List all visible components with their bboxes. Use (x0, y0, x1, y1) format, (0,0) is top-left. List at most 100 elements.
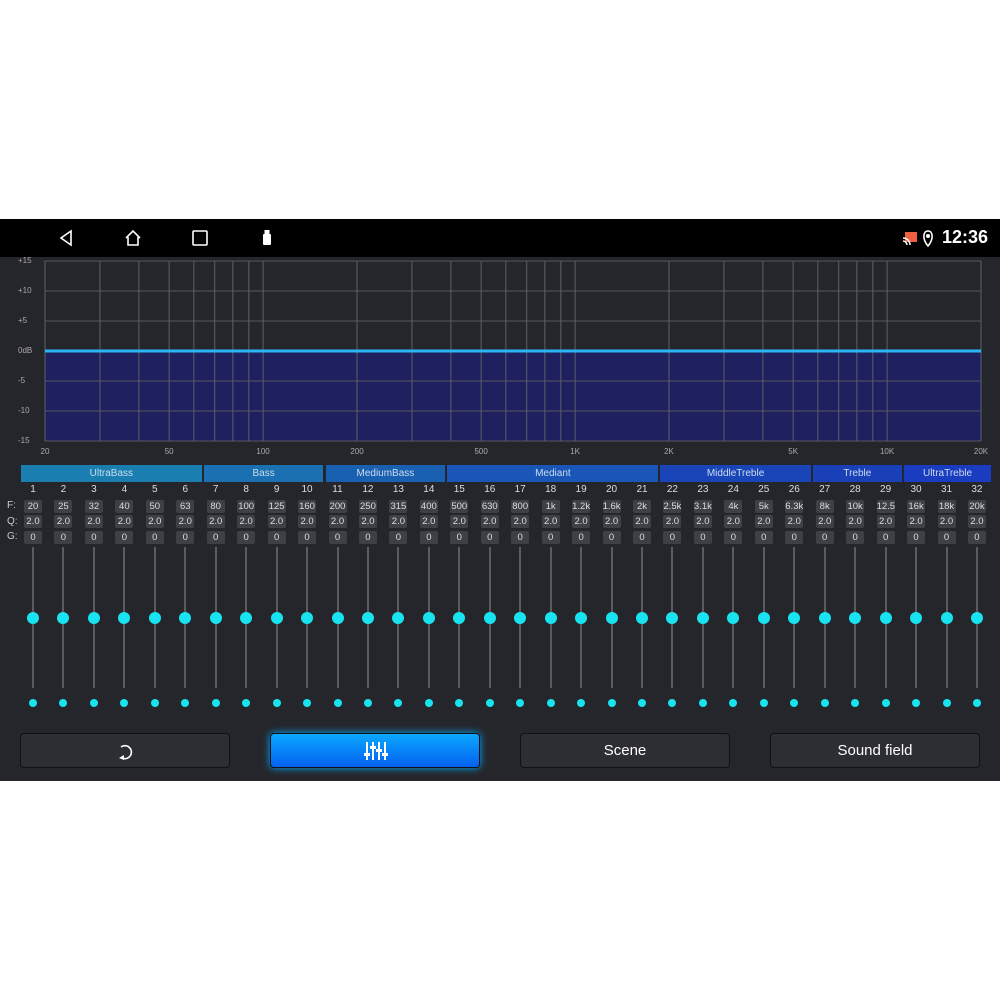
band-dot[interactable] (790, 699, 799, 707)
q-field[interactable]: 2.0 (876, 515, 895, 528)
gain-field[interactable]: 0 (663, 531, 682, 544)
gain-field[interactable]: 0 (876, 531, 895, 544)
back-icon[interactable] (56, 228, 76, 248)
band-dot[interactable] (546, 699, 555, 707)
band-dot[interactable] (424, 699, 433, 707)
frequency-field[interactable]: 20k (967, 500, 986, 513)
band-dot[interactable] (120, 699, 129, 707)
slider-knob[interactable] (940, 611, 953, 624)
gain-field[interactable]: 0 (328, 531, 347, 544)
frequency-field[interactable]: 2k (633, 500, 651, 513)
slider-knob[interactable] (910, 611, 923, 624)
frequency-field[interactable]: 5k (754, 500, 773, 513)
q-field[interactable]: 2.0 (419, 515, 438, 528)
band-group-middletreble[interactable]: MiddleTreble (660, 465, 811, 482)
q-field[interactable]: 2.0 (907, 515, 926, 528)
gain-field[interactable]: 0 (206, 531, 225, 544)
reset-button[interactable] (20, 733, 230, 768)
gain-field[interactable]: 0 (693, 531, 712, 544)
frequency-field[interactable]: 2.5k (663, 500, 682, 513)
frequency-field[interactable]: 8k (815, 500, 834, 513)
gain-field[interactable]: 0 (724, 531, 743, 544)
q-field[interactable]: 2.0 (54, 515, 73, 528)
gain-field[interactable]: 0 (572, 531, 591, 544)
recents-icon[interactable] (190, 228, 210, 248)
frequency-field[interactable]: 80 (206, 500, 225, 513)
q-field[interactable]: 2.0 (145, 515, 164, 528)
slider-knob[interactable] (666, 611, 679, 624)
slider-knob[interactable] (636, 611, 648, 624)
band-dot[interactable] (333, 699, 342, 707)
band-group-ultrabass[interactable]: UltraBass (21, 465, 202, 482)
q-field[interactable]: 2.0 (24, 515, 42, 528)
frequency-field[interactable]: 1k (541, 500, 560, 513)
band-dot[interactable] (272, 699, 281, 707)
gain-field[interactable]: 0 (967, 531, 986, 544)
frequency-field[interactable]: 12.5 (876, 500, 896, 513)
band-group-treble[interactable]: Treble (812, 465, 903, 482)
slider-knob[interactable] (727, 611, 740, 624)
band-dot[interactable] (485, 699, 494, 707)
q-field[interactable]: 2.0 (724, 515, 743, 528)
q-field[interactable]: 2.0 (298, 515, 317, 528)
q-field[interactable]: 2.0 (663, 515, 682, 528)
slider-knob[interactable] (453, 611, 466, 624)
frequency-field[interactable]: 125 (267, 500, 286, 513)
band-dot[interactable] (577, 699, 586, 707)
q-field[interactable]: 2.0 (115, 515, 134, 528)
band-dot[interactable] (668, 699, 677, 707)
band-dot[interactable] (698, 699, 707, 707)
slider-knob[interactable] (757, 611, 770, 624)
frequency-field[interactable]: 250 (358, 500, 377, 513)
frequency-field[interactable]: 50 (145, 500, 164, 513)
band-dot[interactable] (394, 699, 403, 707)
band-dot[interactable] (181, 699, 190, 707)
slider-knob[interactable] (148, 611, 161, 624)
band-dot[interactable] (820, 699, 829, 707)
slider-knob[interactable] (118, 611, 131, 624)
slider-knob[interactable] (392, 611, 405, 624)
gain-field[interactable]: 0 (298, 531, 317, 544)
band-dot[interactable] (942, 699, 951, 707)
q-field[interactable]: 2.0 (237, 515, 256, 528)
frequency-field[interactable]: 315 (389, 500, 408, 513)
frequency-field[interactable]: 200 (328, 500, 347, 513)
q-field[interactable]: 2.0 (693, 515, 712, 528)
slider-knob[interactable] (422, 611, 435, 624)
slider-knob[interactable] (301, 611, 314, 624)
frequency-field[interactable]: 800 (511, 500, 530, 513)
band-dot[interactable] (972, 699, 981, 707)
band-dot[interactable] (851, 699, 860, 707)
frequency-field[interactable]: 3.1k (693, 500, 712, 513)
band-dot[interactable] (89, 699, 98, 707)
band-dot[interactable] (29, 699, 37, 707)
slider-knob[interactable] (209, 611, 222, 624)
q-field[interactable]: 2.0 (84, 515, 103, 528)
equalizer-button[interactable] (270, 733, 480, 768)
slider-knob[interactable] (544, 611, 557, 624)
frequency-field[interactable]: 16k (907, 500, 926, 513)
band-group-ultratreble[interactable]: UltraTreble (904, 465, 991, 482)
q-field[interactable]: 2.0 (511, 515, 530, 528)
slider-knob[interactable] (270, 611, 283, 624)
q-field[interactable]: 2.0 (967, 515, 986, 528)
slider-knob[interactable] (57, 611, 70, 624)
gain-field[interactable]: 0 (237, 531, 256, 544)
band-dot[interactable] (59, 699, 68, 707)
band-dot[interactable] (516, 699, 525, 707)
gain-field[interactable]: 0 (785, 531, 804, 544)
band-group-mediumbass[interactable]: MediumBass (325, 465, 446, 482)
q-field[interactable]: 2.0 (541, 515, 560, 528)
q-field[interactable]: 2.0 (815, 515, 834, 528)
frequency-field[interactable]: 1.6k (602, 500, 621, 513)
band-dot[interactable] (303, 699, 312, 707)
sound-field-button[interactable]: Sound field (770, 733, 980, 768)
scene-button[interactable]: Scene (520, 733, 730, 768)
gain-field[interactable]: 0 (145, 531, 164, 544)
q-field[interactable]: 2.0 (754, 515, 773, 528)
band-dot[interactable] (638, 699, 646, 707)
frequency-field[interactable]: 630 (480, 500, 499, 513)
band-dot[interactable] (729, 699, 738, 707)
slider-knob[interactable] (87, 611, 100, 624)
gain-field[interactable]: 0 (541, 531, 560, 544)
